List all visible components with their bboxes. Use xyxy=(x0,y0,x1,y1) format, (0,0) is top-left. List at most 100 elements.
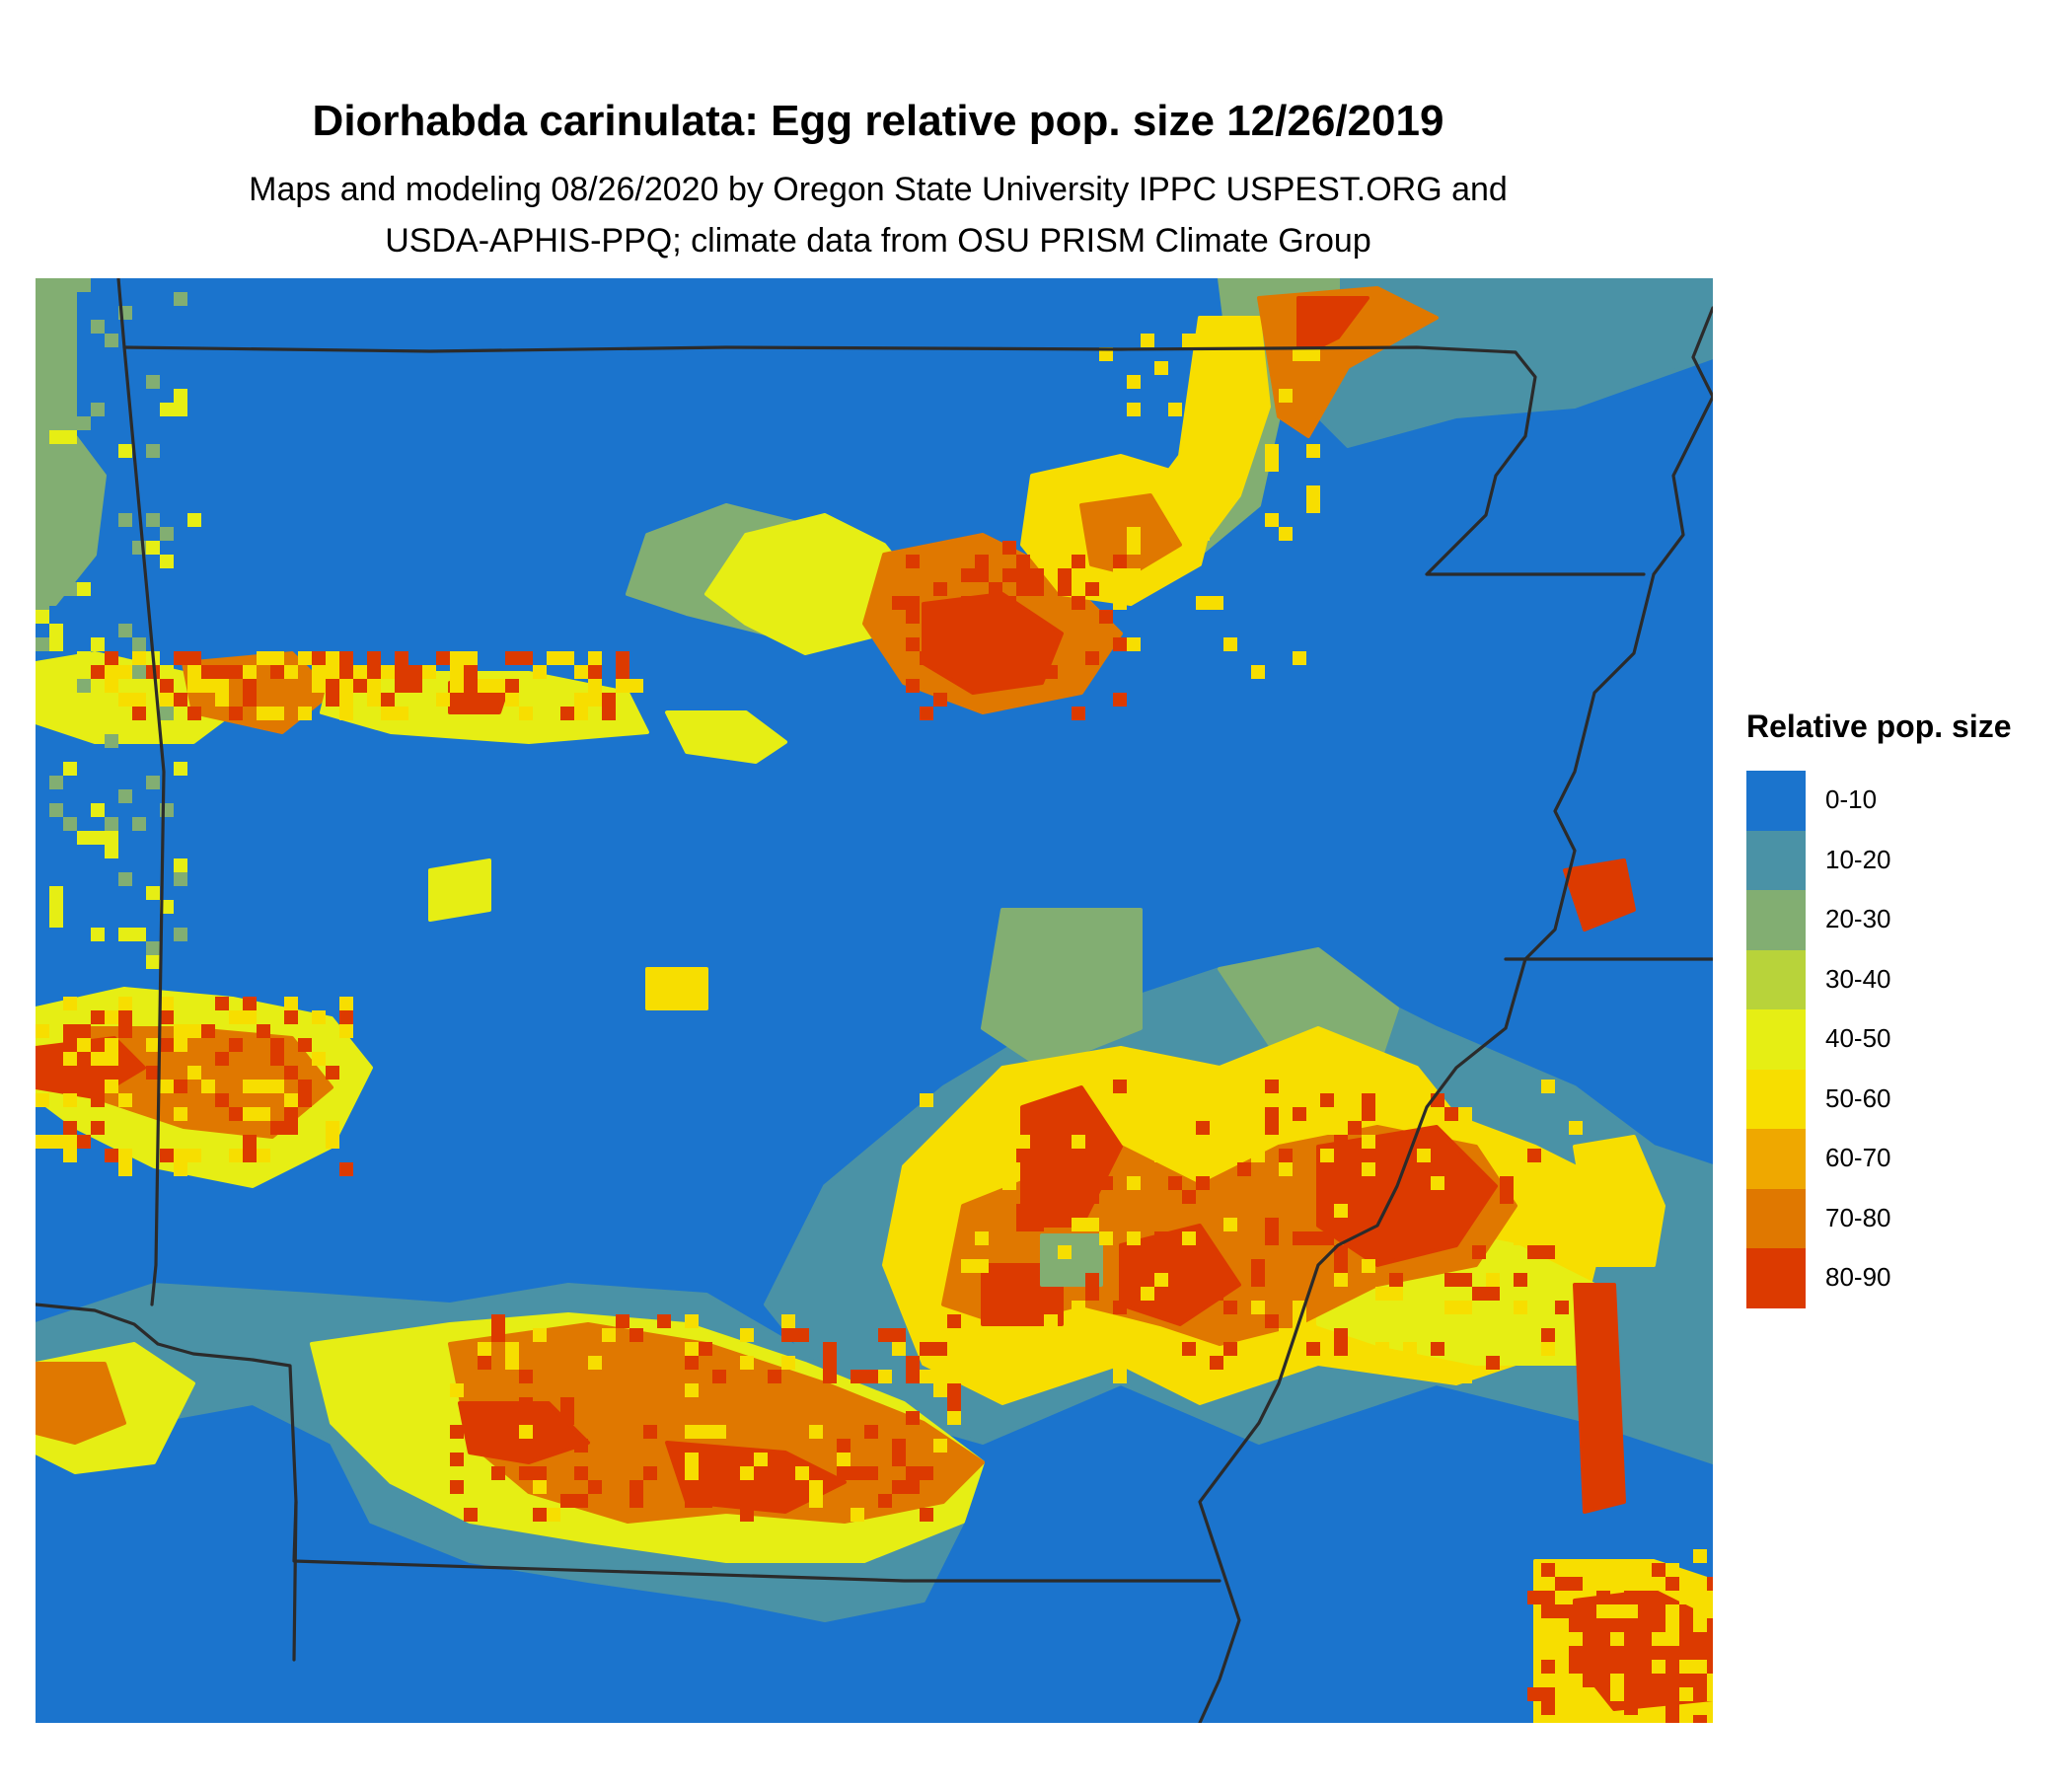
map-cell-80-90 xyxy=(1016,568,1030,582)
map-cell-80-90 xyxy=(1113,1080,1127,1093)
map-cell-80-90 xyxy=(1002,568,1016,582)
legend-swatch xyxy=(1746,1188,1806,1248)
map-cell-50-60 xyxy=(933,1383,947,1397)
map-cell-50-60 xyxy=(1486,1273,1500,1287)
map-cell-80-90 xyxy=(1500,1176,1514,1190)
map-cell-80-90 xyxy=(160,1010,174,1024)
map-cell-80-90 xyxy=(187,651,201,665)
map-cell-50-60 xyxy=(1182,1231,1196,1245)
map-cell-50-60 xyxy=(367,693,381,707)
map-cell-80-90 xyxy=(1099,610,1113,624)
map-cell-80-90 xyxy=(699,1494,712,1508)
map-cell-50-60 xyxy=(1279,389,1293,403)
map-cell-50-60 xyxy=(1127,1176,1141,1190)
map-cell-80-90 xyxy=(1251,1259,1265,1273)
map-cell-50-60 xyxy=(1002,1080,1016,1093)
map-cell-50-60 xyxy=(505,1356,519,1370)
map-cell-80-90 xyxy=(491,1328,505,1342)
map-cell-20-30 xyxy=(36,596,49,610)
map-cell-80-90 xyxy=(1210,1259,1223,1273)
map-cell-80-90 xyxy=(1044,1176,1058,1190)
map-cell-50-60 xyxy=(326,651,339,665)
map-cell-80-90 xyxy=(1279,1149,1293,1162)
map-cell-80-90 xyxy=(892,1480,906,1494)
map-cell-50-60 xyxy=(1596,1604,1610,1618)
map-cell-80-90 xyxy=(478,693,491,707)
map-cell-80-90 xyxy=(1320,1231,1334,1245)
map-cell-20-30 xyxy=(174,292,187,306)
map-cell-80-90 xyxy=(326,1066,339,1080)
map-cell-80-90 xyxy=(685,1356,699,1370)
map-cell-20-30 xyxy=(36,485,49,499)
map-cell-50-60 xyxy=(533,665,547,679)
map-cell-50-60 xyxy=(1237,403,1251,416)
map-cell-50-60 xyxy=(1652,1632,1665,1646)
map-cell-50-60 xyxy=(1251,1301,1265,1314)
map-cell-80-90 xyxy=(1030,568,1044,582)
map-cell-80-90 xyxy=(339,1162,353,1176)
map-cell-50-60 xyxy=(257,1149,270,1162)
legend-swatch xyxy=(1746,890,1806,950)
map-cell-50-60 xyxy=(1251,1149,1265,1162)
legend-swatch xyxy=(1746,1009,1806,1070)
map-cell-80-90 xyxy=(174,693,187,707)
map-cell-80-90 xyxy=(1085,1176,1099,1190)
map-cell-80-90 xyxy=(602,707,616,720)
map-cell-80-90 xyxy=(326,679,339,693)
map-cell-50-60 xyxy=(1693,1618,1707,1632)
map-cell-80-90 xyxy=(975,568,989,582)
map-cell-80-90 xyxy=(1044,665,1058,679)
map-cell-40-50 xyxy=(49,914,63,928)
map-cell-80-90 xyxy=(215,997,229,1010)
map-cell-80-90 xyxy=(132,707,146,720)
map-cell-80-90 xyxy=(1265,1080,1279,1093)
map-cell-80-90 xyxy=(947,624,961,637)
map-cell-50-60 xyxy=(1127,637,1141,651)
map-cell-50-60 xyxy=(933,1245,947,1259)
map-cell-50-60 xyxy=(1265,444,1279,458)
map-cell-50-60 xyxy=(1541,1342,1555,1356)
map-cell-80-90 xyxy=(1541,1687,1555,1701)
map-cell-80-90 xyxy=(505,651,519,665)
map-cell-50-60 xyxy=(174,1038,187,1052)
map-cell-80-90 xyxy=(63,1038,77,1052)
map-cell-80-90 xyxy=(229,1107,243,1121)
map-cell-50-60 xyxy=(809,1494,823,1508)
map-cell-50-60 xyxy=(63,1052,77,1066)
map-cell-80-90 xyxy=(1610,1618,1624,1632)
map-cell-80-90 xyxy=(1569,1604,1583,1618)
map-cell-20-30 xyxy=(77,679,91,693)
map-cell-80-90 xyxy=(1182,1190,1196,1204)
map-cell-80-90 xyxy=(229,665,243,679)
map-cell-50-60 xyxy=(740,1466,754,1480)
map-cell-50-60 xyxy=(685,1383,699,1397)
map-cell-50-60 xyxy=(1444,1301,1458,1314)
map-cell-50-60 xyxy=(1196,527,1210,541)
map-cell-50-60 xyxy=(105,665,118,679)
map-cell-50-60 xyxy=(1707,1604,1721,1618)
map-cell-80-90 xyxy=(1334,1245,1348,1259)
map-cell-50-60 xyxy=(712,1425,726,1439)
map-cell-80-90 xyxy=(174,1080,187,1093)
map-cell-40-50 xyxy=(77,651,91,665)
map-cell-80-90 xyxy=(1362,1204,1375,1218)
map-cell-50-60 xyxy=(1099,1231,1113,1245)
map-cell-50-60 xyxy=(1210,334,1223,347)
map-cell-50-60 xyxy=(118,665,132,679)
map-cell-80-90 xyxy=(243,1135,257,1149)
map-cell-80-90 xyxy=(1293,1107,1306,1121)
map-cell-80-90 xyxy=(906,1356,920,1370)
map-cell-50-60 xyxy=(395,707,408,720)
map-cell-20-30 xyxy=(146,444,160,458)
map-cell-80-90 xyxy=(1417,1162,1431,1176)
map-cell-80-90 xyxy=(1665,1577,1679,1591)
map-cell-50-60 xyxy=(560,651,574,665)
map-cell-40-50 xyxy=(49,430,63,444)
map-cell-80-90 xyxy=(1472,1245,1486,1259)
map-canvas xyxy=(34,276,1721,1729)
map-cell-20-30 xyxy=(49,389,63,403)
map-cell-80-90 xyxy=(91,665,105,679)
map-cell-20-30 xyxy=(160,707,174,720)
map-cell-50-60 xyxy=(243,1107,257,1121)
subtitle-line-1: Maps and modeling 08/26/2020 by Oregon S… xyxy=(249,171,1508,208)
